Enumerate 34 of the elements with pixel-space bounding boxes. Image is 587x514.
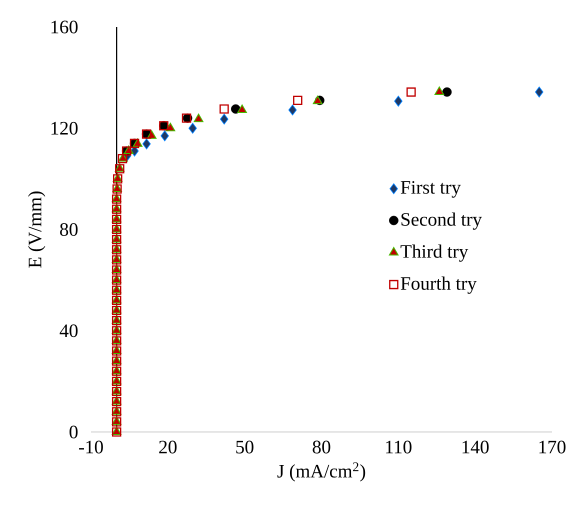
legend-label: Fourth try <box>400 276 477 294</box>
x-tick-label: 110 <box>386 440 412 454</box>
legend-label: Second try <box>402 212 482 230</box>
x-tick-label: 50 <box>236 440 254 454</box>
point <box>312 96 322 104</box>
point <box>220 104 229 114</box>
y-tick-label: 160 <box>52 20 78 34</box>
point <box>142 138 151 150</box>
point <box>394 96 402 107</box>
legend-label: First try <box>400 181 461 198</box>
x-tick-label: 140 <box>462 440 489 454</box>
x-tick-label: -10 <box>79 440 103 454</box>
point <box>231 104 240 114</box>
y-axis-title: E (V/mm) <box>28 192 46 268</box>
point <box>535 86 544 98</box>
point <box>434 86 444 96</box>
point <box>293 96 302 106</box>
y-tick-label: 80 <box>60 223 78 236</box>
point <box>220 114 228 125</box>
point <box>288 104 297 116</box>
x-tick-label: 80 <box>312 440 330 454</box>
point <box>194 114 204 122</box>
legend-label: Third try <box>400 244 468 262</box>
y-tick-label: 0 <box>70 426 78 438</box>
point <box>160 130 169 142</box>
point <box>442 87 452 97</box>
x-axis-title: J (mA/cm$^{2}$) <box>277 462 366 482</box>
point <box>188 122 197 134</box>
point <box>406 87 416 97</box>
point <box>237 104 247 114</box>
y-tick-label: 40 <box>60 324 78 338</box>
x-tick-label: 20 <box>159 440 177 454</box>
y-tick-label: 120 <box>52 122 78 135</box>
x-tick-label: 170 <box>539 440 566 454</box>
